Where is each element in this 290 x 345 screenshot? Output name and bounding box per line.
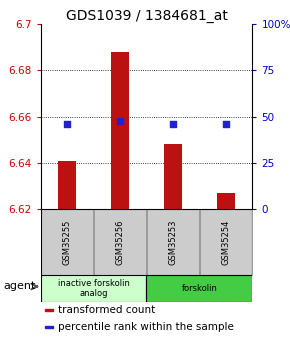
Text: forskolin: forskolin	[182, 284, 217, 293]
Text: GSM35255: GSM35255	[63, 219, 72, 265]
Bar	[58, 160, 76, 209]
Point	[65, 121, 69, 126]
Bar	[164, 144, 182, 209]
Text: GSM35256: GSM35256	[115, 219, 124, 265]
Bar	[45, 309, 53, 311]
FancyBboxPatch shape	[200, 209, 252, 275]
FancyBboxPatch shape	[147, 209, 199, 275]
Title: GDS1039 / 1384681_at: GDS1039 / 1384681_at	[66, 9, 227, 23]
Text: percentile rank within the sample: percentile rank within the sample	[58, 322, 234, 332]
Point	[118, 118, 122, 124]
Text: GSM35253: GSM35253	[168, 219, 177, 265]
FancyBboxPatch shape	[146, 275, 252, 302]
Point	[224, 121, 228, 126]
Bar	[111, 52, 129, 209]
Bar	[45, 326, 53, 328]
FancyBboxPatch shape	[41, 209, 93, 275]
FancyBboxPatch shape	[94, 209, 146, 275]
FancyBboxPatch shape	[41, 275, 146, 302]
Bar	[217, 193, 235, 209]
Text: GSM35254: GSM35254	[221, 219, 230, 265]
Text: transformed count: transformed count	[58, 305, 155, 315]
Point	[171, 121, 175, 126]
Text: agent: agent	[3, 282, 35, 292]
Text: inactive forskolin
analog: inactive forskolin analog	[58, 278, 129, 298]
